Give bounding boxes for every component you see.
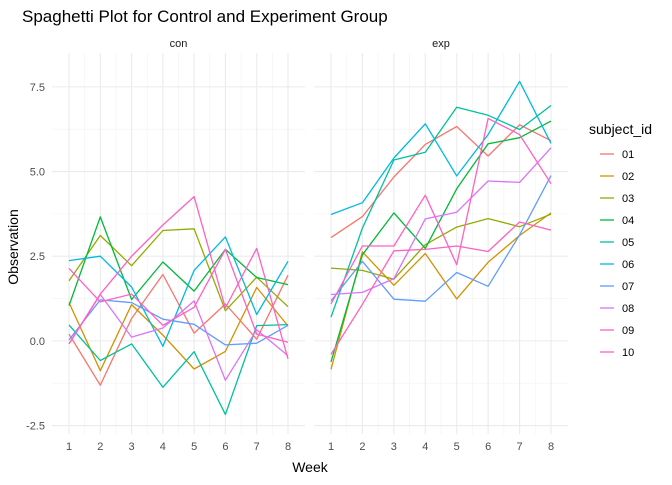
x-tick-label: 8 — [285, 441, 291, 453]
y-tick-label: 5.0 — [30, 167, 45, 179]
y-tick-label: 0.0 — [30, 336, 45, 348]
x-tick-label: 3 — [129, 441, 135, 453]
series-line-con-01 — [68, 273, 289, 386]
legend-title: subject_id — [589, 121, 652, 137]
y-tick-label: 7.5 — [30, 82, 45, 94]
x-tick-label: 8 — [548, 441, 554, 453]
legend-label-05: 05 — [622, 237, 634, 249]
series-line-exp-03 — [330, 213, 552, 280]
y-axis-label: Observation — [5, 209, 21, 284]
legend-label-02: 02 — [622, 171, 634, 183]
series-line-exp-09 — [330, 221, 552, 355]
series-line-exp-04 — [330, 120, 552, 363]
facet-label: exp — [432, 38, 450, 50]
x-tick-label: 1 — [66, 441, 72, 453]
x-tick-label: 7 — [517, 441, 523, 453]
legend-label-08: 08 — [622, 303, 634, 315]
series-line-con-09 — [68, 248, 289, 343]
series-line-con-10 — [68, 195, 289, 359]
legend: subject_id 01 02 03 04 05 06 07 08 09 10 — [589, 121, 652, 359]
series-line-exp-05 — [330, 104, 552, 318]
series-line-con-05 — [68, 323, 289, 416]
facet-panel-exp: exp 1 2 3 4 5 6 7 8 — [314, 38, 568, 453]
series-line-con-08 — [68, 293, 289, 381]
legend-label-01: 01 — [622, 149, 634, 161]
y-tick-label: -2.5 — [26, 421, 45, 433]
x-tick-label: 6 — [222, 441, 228, 453]
x-tick-label: 7 — [254, 441, 260, 453]
series-line-exp-06 — [330, 80, 552, 216]
x-tick-label: 5 — [191, 441, 197, 453]
series-line-con-04 — [68, 216, 289, 306]
series-line-exp-10 — [330, 117, 552, 305]
series-line-exp-02 — [330, 212, 552, 370]
x-tick-label: 5 — [454, 441, 460, 453]
facet-panel-con: con 1 2 3 4 5 6 7 8 — [52, 38, 305, 453]
legend-label-06: 06 — [622, 259, 634, 271]
chart-title: Spaghetti Plot for Control and Experimen… — [22, 7, 388, 26]
x-tick-label: 6 — [485, 441, 491, 453]
legend-label-04: 04 — [622, 215, 634, 227]
x-tick-label: 2 — [359, 441, 365, 453]
series-line-con-03 — [68, 228, 289, 312]
series-line-exp-01 — [330, 124, 552, 239]
legend-label-10: 10 — [622, 347, 634, 359]
x-axis-label: Week — [292, 459, 329, 475]
series-line-exp-07 — [330, 175, 552, 302]
series-line-exp-08 — [330, 147, 552, 296]
x-tick-label: 2 — [97, 441, 103, 453]
y-tick-label: 2.5 — [30, 251, 45, 263]
x-tick-label: 3 — [391, 441, 397, 453]
legend-label-03: 03 — [622, 193, 634, 205]
x-tick-label: 4 — [422, 441, 428, 453]
facet-label: con — [170, 38, 188, 50]
x-tick-label: 1 — [328, 441, 334, 453]
legend-label-07: 07 — [622, 281, 634, 293]
series-line-con-02 — [68, 286, 289, 372]
series-line-con-06 — [68, 236, 289, 347]
legend-label-09: 09 — [622, 325, 634, 337]
x-tick-label: 4 — [160, 441, 166, 453]
